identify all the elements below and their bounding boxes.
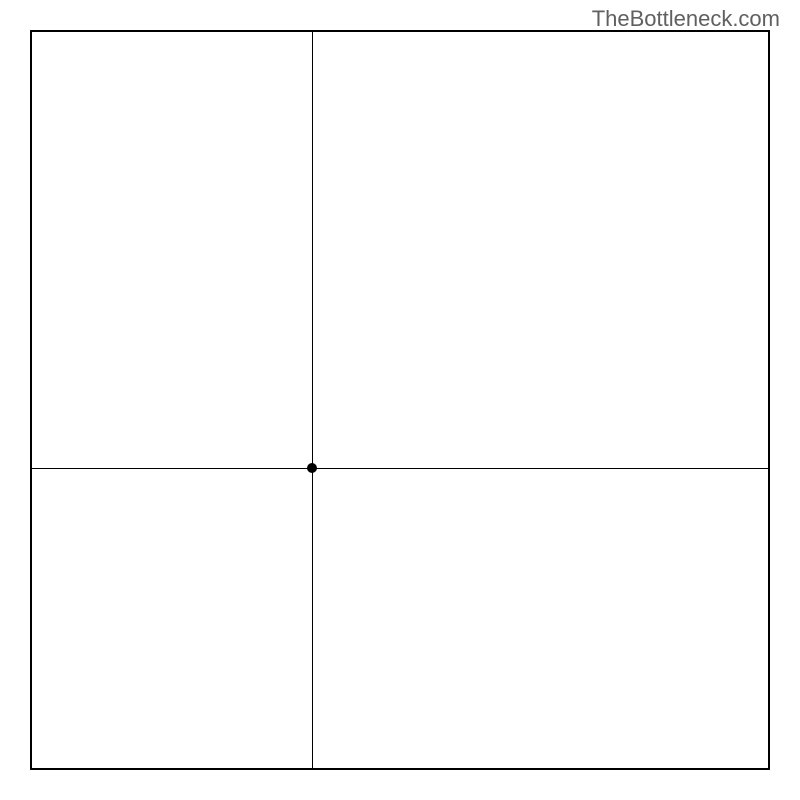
heatmap-canvas <box>32 32 332 182</box>
heatmap-frame <box>30 30 770 770</box>
marker-point <box>307 463 317 473</box>
crosshair-vertical <box>312 32 313 768</box>
chart-container: TheBottleneck.com <box>0 0 800 800</box>
crosshair-horizontal <box>32 468 768 469</box>
watermark-text: TheBottleneck.com <box>592 6 780 32</box>
